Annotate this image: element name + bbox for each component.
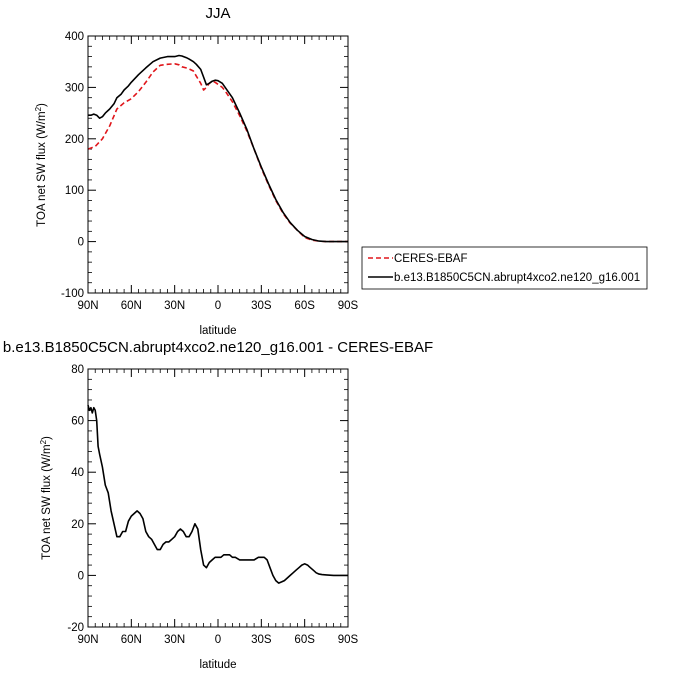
bottom-y-tick-label: 60	[71, 416, 84, 428]
top-x-tick-label: 60N	[121, 300, 142, 312]
top-x-tick-label: 0	[215, 300, 221, 312]
top-x-tick-label: 30S	[251, 300, 272, 312]
top-x-axis-title: latitude	[199, 325, 236, 337]
top-y-tick-label: 200	[65, 134, 84, 146]
bottom-y-axis-title: TOA net SW flux (W/m2)	[39, 436, 53, 560]
top-panel: JJA 90N 60N 30N 0 30S 60S 90S -100 0 100 200 300 400…	[34, 5, 359, 337]
top-plot-area: 90N 60N 30N 0 30S 60S 90S -100 0 100 200 300 400	[61, 31, 359, 312]
bottom-x-tick-label: 90N	[77, 634, 98, 646]
bottom-x-tick-label: 60N	[121, 634, 142, 646]
top-y-tick-label: -100	[61, 288, 84, 300]
bottom-y-tick-label: -20	[67, 622, 84, 634]
bottom-y-tick-label: 40	[71, 467, 84, 479]
top-x-tick-label: 60S	[294, 300, 315, 312]
legend: CERES-EBAF b.e13.B1850C5CN.abrupt4xco2.n…	[361, 246, 648, 290]
bottom-x-tick-label: 90S	[338, 634, 359, 646]
bottom-y-tick-label: 80	[71, 364, 84, 376]
top-y-tick-label: 300	[65, 82, 84, 94]
bottom-x-tick-label: 30S	[251, 634, 272, 646]
top-series-line-1	[88, 54, 348, 243]
bottom-plot-frame	[87, 368, 349, 628]
top-x-tick-label: 90S	[338, 300, 359, 312]
bottom-plot-area: 90N 60N 30N 0 30S 60S 90S -20 0 20 40 60 80	[67, 364, 358, 646]
bottom-series-line-0	[87, 404, 348, 584]
bottom-x-tick-label: 0	[215, 634, 221, 646]
top-x-tick-label: 90N	[77, 300, 98, 312]
bottom-panel: b.e13.B1850C5CN.abrupt4xco2.ne120_g16.00…	[3, 339, 433, 671]
legend-label-model: b.e13.B1850C5CN.abrupt4xco2.ne120_g16.00…	[394, 272, 640, 284]
legend-label-ceres: CERES-EBAF	[394, 253, 468, 265]
bottom-x-tick-label: 60S	[294, 634, 315, 646]
bottom-x-axis-title: latitude	[199, 659, 236, 671]
bottom-chart-title: b.e13.B1850C5CN.abrupt4xco2.ne120_g16.00…	[3, 339, 433, 356]
top-series-line-0	[87, 62, 348, 243]
top-y-tick-label: 100	[65, 185, 84, 197]
legend-box	[361, 246, 648, 290]
top-y-axis-title: TOA net SW flux (W/m2)	[34, 103, 48, 227]
bottom-x-tick-label: 30N	[164, 634, 185, 646]
top-y-tick-label: 0	[78, 237, 84, 249]
top-x-tick-label: 30N	[164, 300, 185, 312]
top-plot-frame	[87, 35, 349, 294]
bottom-y-tick-label: 0	[78, 570, 84, 582]
top-chart-title: JJA	[205, 5, 230, 22]
top-y-tick-label: 400	[65, 31, 84, 43]
bottom-y-tick-label: 20	[71, 519, 84, 531]
